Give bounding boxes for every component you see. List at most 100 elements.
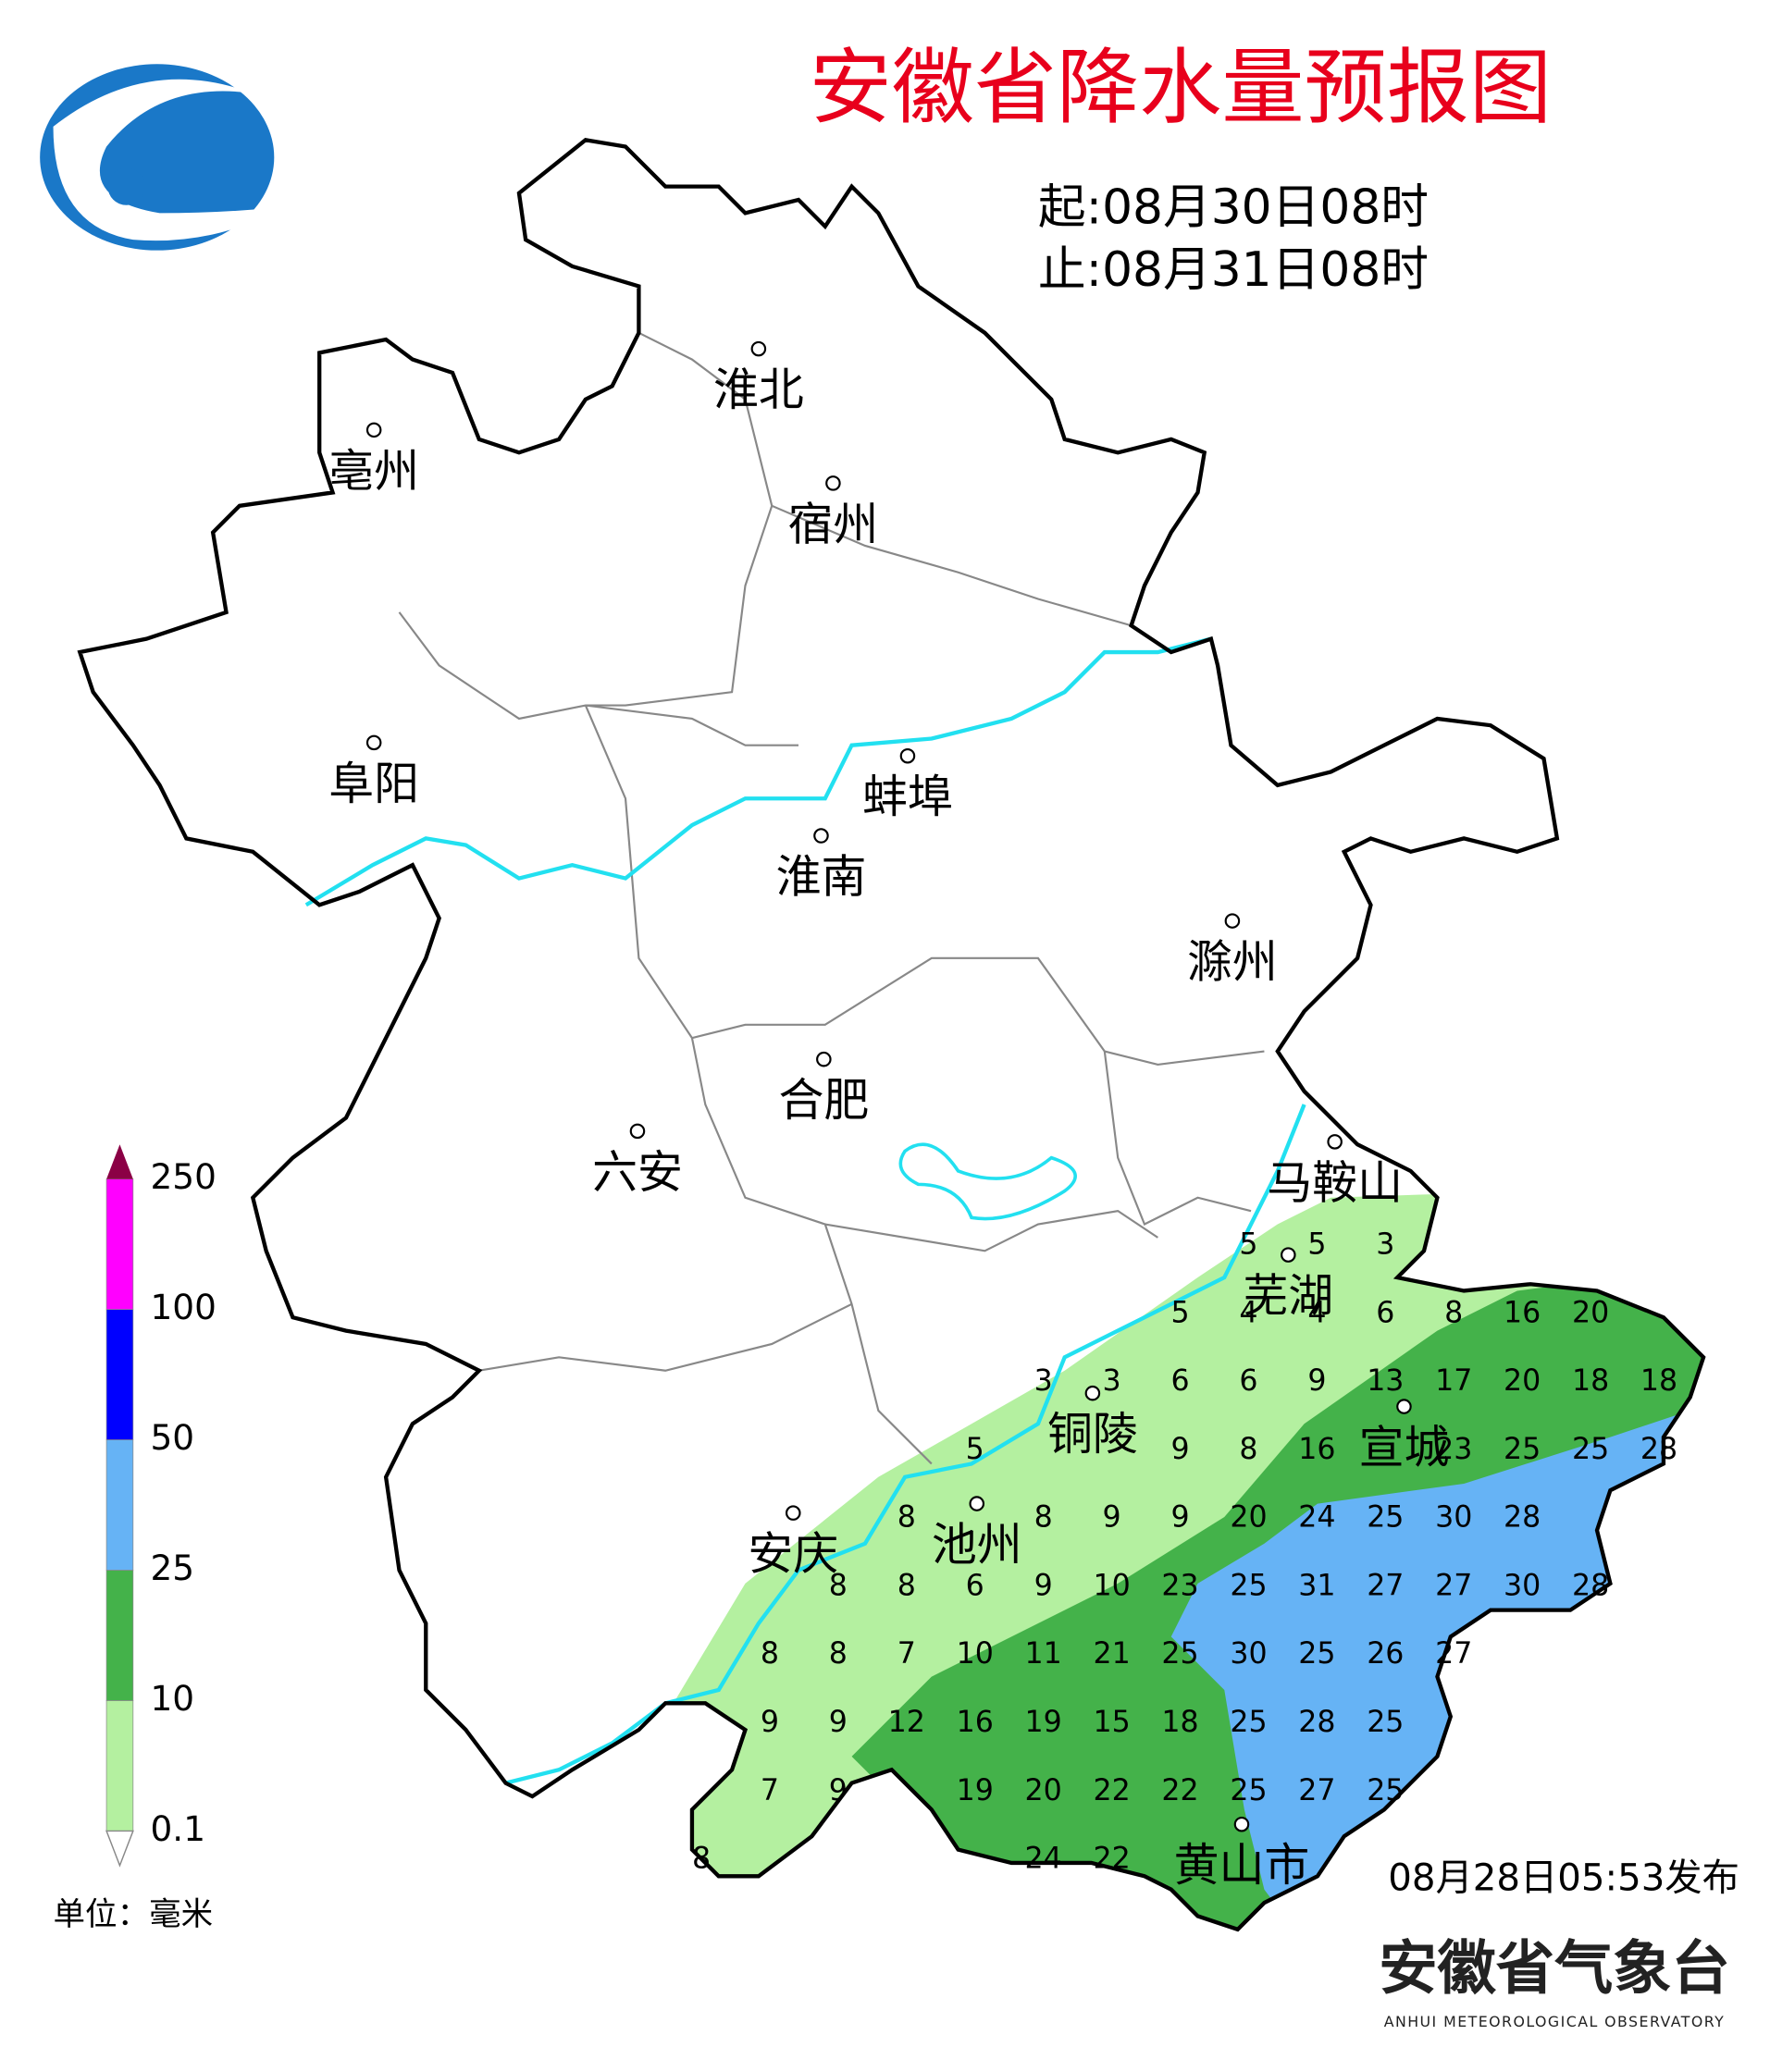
city-label: 芜湖	[1243, 1270, 1333, 1323]
legend-label: 50	[151, 1417, 195, 1458]
precip-value: 11	[1025, 1637, 1062, 1671]
city-marker	[785, 1505, 801, 1521]
precip-value: 4	[1239, 1296, 1257, 1329]
city-marker	[365, 422, 382, 438]
precip-value: 9	[1034, 1569, 1053, 1602]
precip-value: 22	[1161, 1774, 1198, 1807]
precip-value: 24	[1025, 1843, 1062, 1876]
precip-value: 13	[1367, 1364, 1404, 1398]
precip-value: 9	[1103, 1501, 1121, 1535]
legend-swatch	[105, 1570, 134, 1701]
city-label: 池州	[932, 1519, 1022, 1572]
city-marker	[813, 828, 829, 844]
legend: 0.1 10 25 50 100 250	[105, 1144, 217, 1868]
city-label: 淮南	[776, 850, 867, 903]
precip-value: 28	[1572, 1569, 1609, 1602]
legend-label: 0.1	[151, 1808, 205, 1849]
city-marker	[365, 734, 382, 751]
precip-value: 8	[1239, 1433, 1257, 1466]
precip-value: 6	[1170, 1364, 1189, 1398]
org-name-en: ANHUI METEOROLOGICAL OBSERVATORY	[1384, 2013, 1726, 2030]
precip-value: 7	[761, 1774, 779, 1807]
logo	[40, 64, 287, 251]
title: 安徽省降水量预报图	[810, 40, 1552, 136]
legend-swatch	[105, 1439, 134, 1571]
precip-value: 23	[1161, 1569, 1198, 1602]
precip-value: 17	[1435, 1364, 1472, 1398]
precip-value: 20	[1572, 1296, 1609, 1329]
precip-value: 5	[1307, 1228, 1326, 1262]
legend-top	[106, 1144, 133, 1179]
precip-value: 27	[1367, 1569, 1404, 1602]
precip-value: 16	[1504, 1296, 1541, 1329]
city-marker	[1224, 913, 1241, 929]
org-name: 安徽省气象台	[1379, 1933, 1730, 2002]
precip-value: 18	[1161, 1706, 1198, 1739]
precip-value: 6	[1239, 1364, 1257, 1398]
city-marker	[816, 1051, 832, 1067]
city-marker	[1281, 1247, 1296, 1263]
precip-value: 5	[1239, 1228, 1257, 1262]
precip-values: 5 5 3 5 4 4 6 8 16 20 3 3 6 6 9 13 17 20 18 18 5 9 8 16 23 25 25 28…	[692, 1228, 1677, 1876]
legend-swatch	[105, 1178, 134, 1310]
city-label: 阜阳	[328, 758, 419, 810]
precip-value: 25	[1161, 1637, 1198, 1671]
precip-value: 16	[1298, 1433, 1335, 1466]
precip-value: 28	[1298, 1706, 1335, 1739]
precip-value: 15	[1093, 1706, 1130, 1739]
city-label: 宿州	[788, 498, 879, 550]
precip-value: 18	[1572, 1364, 1609, 1398]
precip-value: 23	[1435, 1433, 1472, 1466]
precip-value: 5	[966, 1433, 984, 1466]
precip-value: 22	[1093, 1843, 1130, 1876]
precip-value: 24	[1298, 1501, 1335, 1535]
precip-value: 25	[1367, 1706, 1404, 1739]
city-label: 安庆	[748, 1528, 838, 1581]
precip-value: 8	[829, 1569, 848, 1602]
issued-time: 08月28日05:53发布	[1388, 1857, 1739, 1900]
legend-swatch	[105, 1309, 134, 1440]
precip-value: 3	[1376, 1228, 1394, 1262]
district-borders	[398, 331, 1265, 1465]
precip-value: 9	[761, 1706, 779, 1739]
precip-value: 25	[1298, 1637, 1335, 1671]
precip-value: 27	[1298, 1774, 1335, 1807]
precip-value: 10	[1093, 1569, 1130, 1602]
precip-value: 30	[1435, 1501, 1472, 1535]
city-label: 六安	[592, 1146, 683, 1199]
city-marker	[1084, 1385, 1101, 1401]
city-label: 滁州	[1187, 936, 1278, 989]
precip-value: 25	[1367, 1774, 1404, 1807]
precip-value: 20	[1025, 1774, 1062, 1807]
precip-value: 6	[966, 1569, 984, 1602]
city-label: 亳州	[328, 445, 419, 498]
precip-value: 9	[829, 1706, 848, 1739]
legend-swatch	[105, 1700, 134, 1832]
precip-value: 27	[1435, 1569, 1472, 1602]
city-marker	[1396, 1399, 1412, 1414]
legend-label: 100	[151, 1287, 217, 1327]
precip-value: 8	[761, 1637, 779, 1671]
city-marker	[1233, 1816, 1250, 1832]
precip-value: 19	[957, 1774, 994, 1807]
precip-value: 5	[1170, 1296, 1189, 1329]
precip-value: 8	[1444, 1296, 1463, 1329]
legend-bottom	[105, 1830, 134, 1868]
precip-value: 28	[1640, 1433, 1677, 1466]
precip-value: 3	[1103, 1364, 1121, 1398]
legend-label: 10	[151, 1678, 195, 1719]
city-marker	[629, 1123, 646, 1140]
precip-value: 20	[1230, 1501, 1267, 1535]
precip-value: 4	[1307, 1296, 1326, 1329]
precip-value: 9	[1170, 1433, 1189, 1466]
city-marker	[969, 1496, 985, 1511]
precip-value: 12	[888, 1706, 925, 1739]
precip-value: 8	[897, 1501, 916, 1535]
precip-value: 8	[1034, 1501, 1053, 1535]
precip-value: 31	[1298, 1569, 1335, 1602]
city-marker	[750, 340, 767, 357]
unit: 单位：毫米	[54, 1896, 214, 1933]
precip-value: 9	[1170, 1501, 1189, 1535]
